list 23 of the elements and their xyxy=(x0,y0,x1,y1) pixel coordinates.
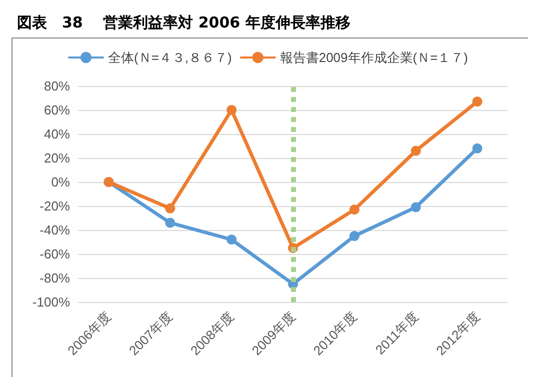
point xyxy=(165,218,176,228)
y-tick-label: -20% xyxy=(40,198,70,214)
point xyxy=(472,96,482,107)
y-tick-label: 60% xyxy=(44,102,70,118)
y-tick-label: 80% xyxy=(44,78,70,94)
point xyxy=(349,231,360,241)
point xyxy=(410,146,421,156)
y-tick-label: 40% xyxy=(44,126,70,142)
point xyxy=(165,203,176,214)
y-tick-label: -80% xyxy=(40,270,70,286)
point xyxy=(226,234,237,245)
chart-title: 図表 38 営業利益率対 2006 年度伸長率推移 xyxy=(17,14,350,32)
y-tick-label: 0% xyxy=(51,174,70,190)
y-tick-label: -40% xyxy=(40,222,70,238)
point xyxy=(410,202,421,212)
legend-label: 報告書2009年作成企業(Ｎ=１７) xyxy=(280,50,468,65)
point xyxy=(226,105,237,115)
y-tick-label: -60% xyxy=(40,246,70,262)
point xyxy=(349,204,360,215)
y-tick-label: -100% xyxy=(32,294,70,310)
point xyxy=(472,143,482,154)
y-tick-label: 20% xyxy=(44,150,70,166)
legend-label: 全体(Ｎ=４３,８６７) xyxy=(108,50,232,65)
